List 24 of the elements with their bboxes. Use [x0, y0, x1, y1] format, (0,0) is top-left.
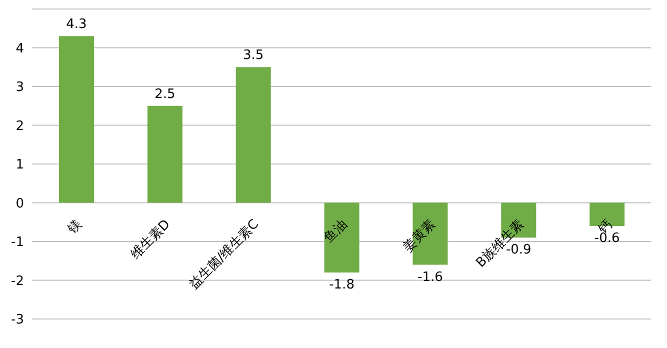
x-tick-label: 镁	[64, 216, 86, 238]
bar	[236, 67, 271, 203]
data-label: -0.9	[506, 242, 532, 258]
y-tick-label: 4	[16, 41, 24, 56]
bar	[324, 202, 360, 272]
y-tick-label: -2	[11, 274, 24, 289]
y-tick-label: -3	[11, 312, 24, 328]
x-tick-label: 姜黄素	[400, 216, 439, 256]
data-label: 2.5	[154, 86, 176, 102]
bar	[59, 36, 94, 203]
x-tick-label: 益生菌/维生素C	[186, 216, 262, 292]
data-label: 3.5	[243, 48, 264, 64]
data-label: -0.6	[594, 231, 620, 246]
data-label: 4.3	[66, 17, 87, 32]
x-tick-label: 维生素D	[128, 216, 174, 262]
data-label: -1.6	[418, 270, 443, 285]
data-label: -1.8	[329, 278, 354, 292]
y-tick-label: 1	[16, 158, 24, 173]
bar	[147, 106, 182, 203]
x-tick-label: 鱼油	[321, 216, 350, 246]
y-tick-label: 3	[16, 80, 24, 96]
y-tick-label: 2	[16, 118, 24, 134]
y-tick-label: -1	[11, 235, 24, 250]
y-tick-label: 0	[16, 196, 24, 212]
